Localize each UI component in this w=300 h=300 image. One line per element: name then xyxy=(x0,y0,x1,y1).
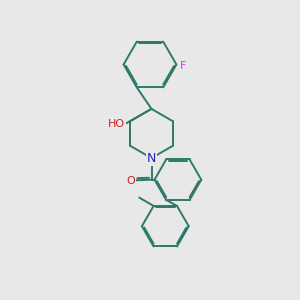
Text: O: O xyxy=(126,176,135,186)
Text: HO: HO xyxy=(108,119,125,130)
Text: N: N xyxy=(147,152,156,165)
Text: F: F xyxy=(180,61,186,71)
